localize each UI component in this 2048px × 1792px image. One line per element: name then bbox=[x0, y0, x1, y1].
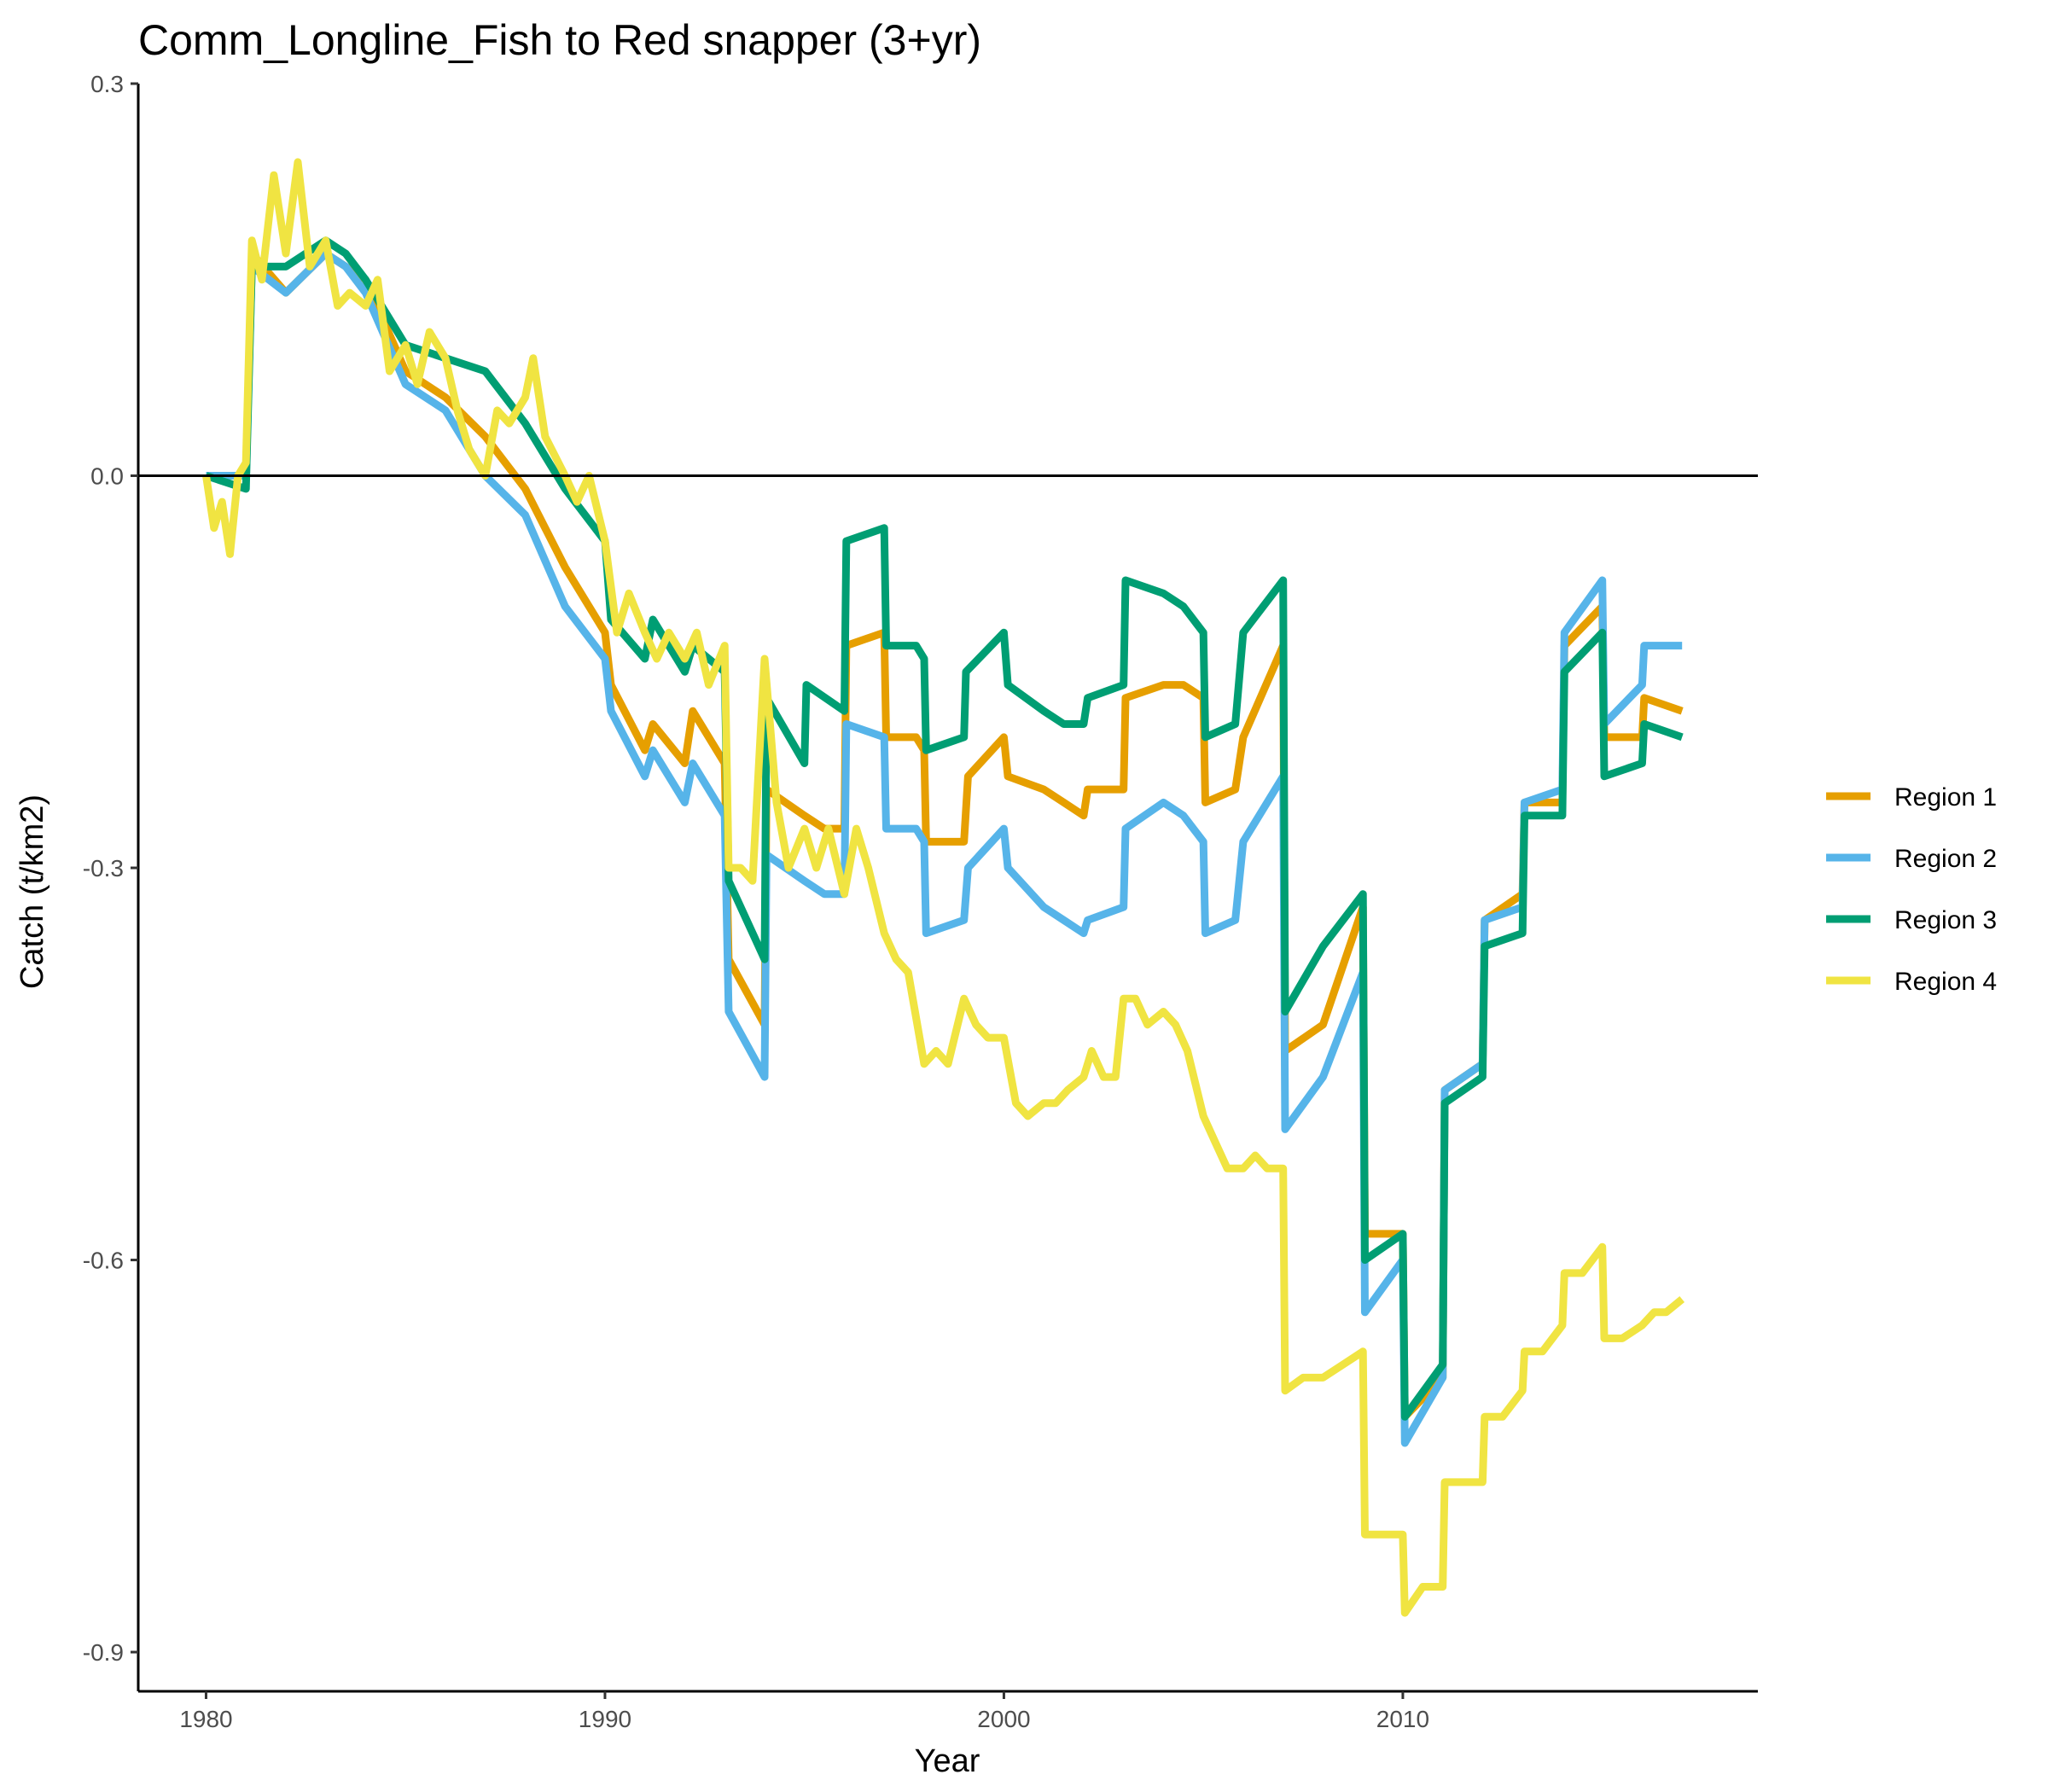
y-axis-ticks: 0.3 0.0 -0.3 -0.6 -0.9 bbox=[83, 71, 138, 1666]
x-tick-label: 1980 bbox=[179, 1706, 232, 1732]
legend-label-region-2: Region 2 bbox=[1894, 845, 1997, 873]
legend-label-region-4: Region 4 bbox=[1894, 968, 1997, 996]
legend-label-region-1: Region 1 bbox=[1894, 783, 1997, 812]
legend: Region 1 Region 2 Region 3 Region 4 bbox=[1826, 783, 1997, 996]
y-axis-title: Catch (t/km2) bbox=[15, 794, 50, 989]
x-tick-label: 2000 bbox=[977, 1706, 1030, 1732]
series-line-region-1 bbox=[206, 249, 1684, 1421]
x-axis-title: Year bbox=[915, 1743, 980, 1779]
legend-label-region-3: Region 3 bbox=[1894, 906, 1997, 934]
series-line-region-2 bbox=[206, 249, 1683, 1447]
x-tick-label: 1990 bbox=[579, 1706, 631, 1732]
y-tick-label: -0.9 bbox=[83, 1639, 124, 1666]
y-tick-label: 0.3 bbox=[90, 71, 124, 97]
plot-lines bbox=[202, 158, 1685, 1617]
y-tick-label: 0.0 bbox=[90, 463, 124, 490]
y-tick-label: -0.3 bbox=[83, 855, 124, 881]
x-axis-ticks: 1980 1990 2000 2010 bbox=[179, 1691, 1429, 1732]
x-tick-label: 2010 bbox=[1376, 1706, 1429, 1732]
series-line-region-4 bbox=[202, 158, 1685, 1617]
series-line-region-3 bbox=[205, 236, 1684, 1421]
y-tick-label: -0.6 bbox=[83, 1248, 124, 1274]
chart-title: Comm_Longline_Fish to Red snapper (3+yr) bbox=[138, 16, 981, 64]
